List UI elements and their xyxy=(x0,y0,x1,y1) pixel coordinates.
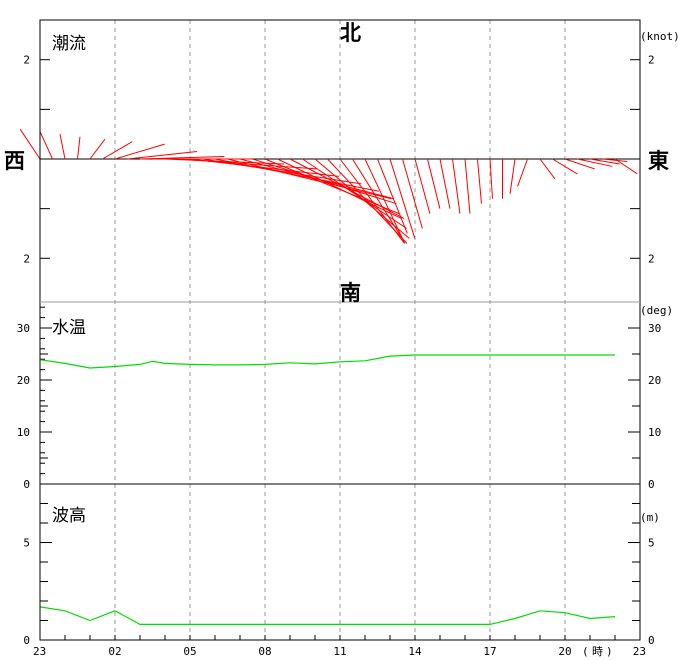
current-vector xyxy=(402,158,423,229)
current-vector xyxy=(202,158,362,185)
temp-y-tick-label-right: 30 xyxy=(648,322,661,335)
x-tick-label: 08 xyxy=(258,645,271,658)
current-vector xyxy=(302,158,408,229)
current-vector xyxy=(59,134,66,160)
wave-panel-title: 波高 xyxy=(52,506,86,526)
current-vector xyxy=(509,158,516,194)
current-vector xyxy=(127,151,198,160)
current-vector xyxy=(89,138,106,160)
x-tick-label: 17 xyxy=(483,645,496,658)
current-vector xyxy=(39,131,53,160)
current-unit-label: (knot) xyxy=(640,30,680,43)
current-vector xyxy=(352,158,403,239)
current-vector xyxy=(277,158,402,220)
temp-y-tick-label-right: 0 xyxy=(648,478,655,491)
current-vector xyxy=(589,158,620,165)
current-vector xyxy=(389,158,416,239)
current-vector xyxy=(102,141,133,160)
wave-y-tick-label-left: 0 xyxy=(23,634,30,647)
compass-west: 西 xyxy=(4,149,25,173)
current-vector xyxy=(214,158,379,192)
wave-height-line xyxy=(39,606,616,626)
x-tick-label: 23 xyxy=(633,645,646,658)
compass-south: 南 xyxy=(340,281,361,305)
current-vector xyxy=(464,158,471,214)
x-tick-labels: 23 02 05 08 11 14 17 20 23 xyxy=(33,645,646,658)
current-y-tick-label-right: 2 xyxy=(648,252,655,265)
temp-y-tick-label-right: 10 xyxy=(648,426,661,439)
current-vector xyxy=(439,158,451,209)
current-vector xyxy=(489,158,493,199)
current-vector xyxy=(414,158,431,214)
current-y-tick-label-left: 2 xyxy=(23,252,30,265)
current-y-tick-label-left: 2 xyxy=(23,54,30,67)
marks-layer xyxy=(19,128,638,626)
current-vector xyxy=(539,158,556,180)
x-unit-close-paren: ) xyxy=(606,645,613,658)
x-tick-label: 05 xyxy=(183,645,196,658)
current-vector xyxy=(517,158,528,187)
current-vector xyxy=(114,143,165,160)
temp-y-tick-label-left: 10 xyxy=(17,426,30,439)
temp-y-tick-label-right: 20 xyxy=(648,374,661,387)
current-vector xyxy=(552,158,578,175)
frame-layer xyxy=(39,19,641,641)
temp-y-tick-label-left: 20 xyxy=(17,374,30,387)
current-vector xyxy=(427,158,441,209)
plot-frame xyxy=(39,19,641,641)
grid-layer xyxy=(40,20,640,640)
current-vector xyxy=(19,128,41,160)
current-vector xyxy=(377,158,408,234)
temp-panel-title: 水温 xyxy=(52,318,86,338)
current-vector xyxy=(227,158,392,200)
current-vector xyxy=(602,158,628,162)
x-unit-open-paren: ( xyxy=(582,645,589,658)
water-temp-line xyxy=(39,354,615,369)
current-vector xyxy=(477,158,482,204)
temp-y-tick-label-left: 30 xyxy=(17,322,30,335)
current-panel-title: 潮流 xyxy=(52,34,86,54)
x-tick-label: 14 xyxy=(408,645,422,658)
x-tick-label: 20 xyxy=(558,645,571,658)
wave-unit-label: (m) xyxy=(640,511,660,524)
current-vector xyxy=(452,158,461,214)
wave-y-tick-label-right: 0 xyxy=(648,634,655,647)
current-vector xyxy=(364,158,406,244)
current-vector xyxy=(564,158,595,170)
x-tick-label: 02 xyxy=(108,645,121,658)
x-axis-unit-label: 時 xyxy=(592,645,603,658)
wave-y-tick-label-left: 5 xyxy=(23,537,30,550)
x-tick-label: 11 xyxy=(333,645,346,658)
compass-east: 東 xyxy=(648,149,669,173)
current-y-tick-label-right: 2 xyxy=(648,54,655,67)
temp-unit-label: (deg) xyxy=(640,304,673,317)
compass-north: 北 xyxy=(340,21,361,45)
current-vector xyxy=(614,158,638,175)
wave-y-tick-label-right: 5 xyxy=(648,537,655,550)
current-vector xyxy=(577,158,613,167)
temp-y-tick-label-left: 0 xyxy=(23,478,30,491)
x-tick-label: 23 xyxy=(33,645,46,658)
current-vector xyxy=(77,136,81,160)
current-vector xyxy=(339,158,405,244)
